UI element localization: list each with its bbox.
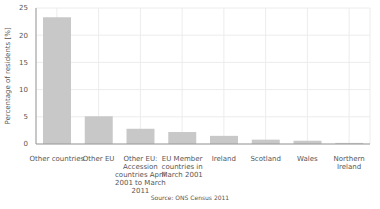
svg-text:15: 15 [19, 59, 28, 67]
svg-text:Scotland: Scotland [250, 155, 280, 163]
svg-text:Other EU:Accessioncountries Ap: Other EU:Accessioncountries April2001 to… [115, 155, 166, 194]
svg-text:10: 10 [19, 86, 28, 94]
svg-text:Wales: Wales [297, 155, 318, 163]
html-text:Source: ONS Census 2011: Source: ONS Census 2011 [150, 194, 230, 201]
svg-text:20: 20 [19, 32, 28, 40]
svg-text:0: 0 [24, 140, 28, 148]
svg-text:25: 25 [19, 4, 28, 12]
svg-text:5: 5 [24, 113, 28, 121]
svg-text:Ireland: Ireland [212, 155, 236, 163]
svg-text:Percentage of residents [%]: Percentage of residents [%] [8, 27, 12, 124]
svg-text:NorthernIreland: NorthernIreland [334, 155, 365, 171]
svg-text:EU Membercountries inMarch 200: EU Membercountries inMarch 2001 [161, 155, 202, 179]
svg-text:Other countries: Other countries [30, 155, 85, 163]
svg-text:Other EU: Other EU [83, 155, 115, 163]
